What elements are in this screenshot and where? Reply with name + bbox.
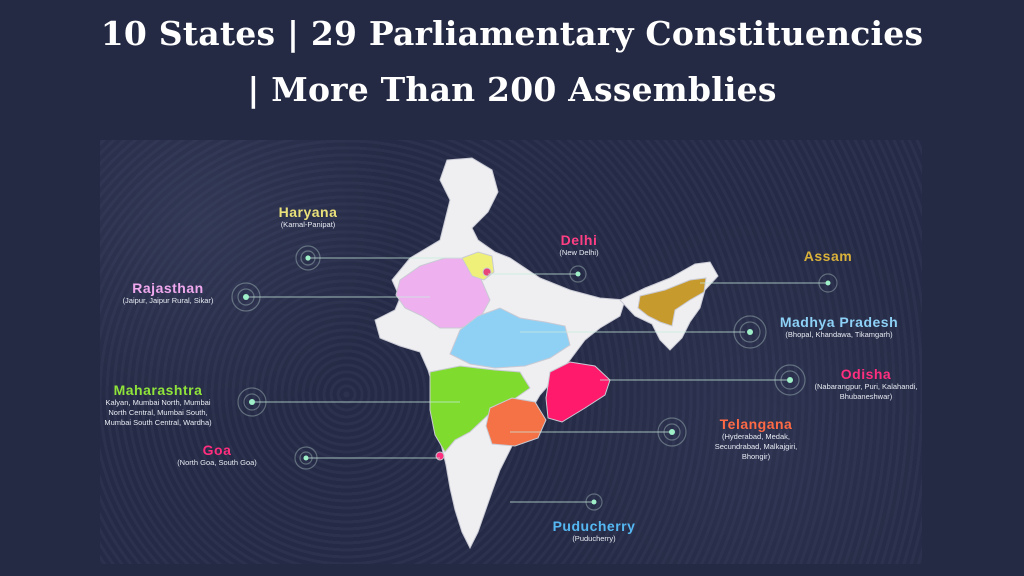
label-haryana: Haryana (Karnal-Panipat): [260, 204, 356, 230]
odisha-shape: [545, 361, 611, 423]
label-maharashtra-sub: Kalyan, Mumbai North, Mumbai North Centr…: [104, 398, 212, 427]
headline-line-1: 10 States | 29 Parliamentary Constituenc…: [100, 14, 924, 53]
target-ring-icon-goa: [294, 446, 318, 470]
headline-line-2: | More Than 200 Assemblies: [247, 70, 777, 109]
label-rajasthan-sub: (Jaipur, Jaipur Rural, Sikar): [122, 296, 214, 305]
label-haryana-name: Haryana: [278, 204, 338, 220]
label-goa-name: Goa: [202, 442, 232, 458]
target-ring-icon-madhya-pradesh: [733, 315, 767, 349]
label-assam: Assam: [790, 248, 866, 264]
delhi-shape: [482, 267, 492, 277]
label-madhya-pradesh-name: Madhya Pradesh: [779, 314, 899, 330]
target-ring-icon-odisha: [774, 364, 806, 396]
label-delhi: Delhi (New Delhi): [544, 232, 614, 258]
label-odisha: Odisha (Nabarangpur, Puri, Kalahandi, Bh…: [812, 366, 920, 402]
target-ring-icon-haryana: [295, 245, 321, 271]
india-map-panel: Haryana (Karnal-Panipat) Delhi (New Delh…: [100, 140, 922, 564]
label-rajasthan-name: Rajasthan: [132, 280, 204, 296]
label-delhi-sub: (New Delhi): [559, 248, 599, 257]
label-odisha-sub: (Nabarangpur, Puri, Kalahandi, Bhubanesh…: [814, 382, 918, 401]
label-maharashtra-name: Maharashtra: [113, 382, 203, 398]
target-ring-icon-delhi: [569, 265, 587, 283]
label-puducherry-name: Puducherry: [552, 518, 636, 534]
label-puducherry: Puducherry (Puducherry): [546, 518, 642, 544]
label-rajasthan: Rajasthan (Jaipur, Jaipur Rural, Sikar): [106, 280, 230, 306]
target-ring-icon-puducherry: [585, 493, 603, 511]
assam-shape: [637, 277, 707, 327]
target-ring-icon-maharashtra: [237, 387, 267, 417]
telangana-shape: [485, 397, 547, 447]
label-puducherry-sub: (Puducherry): [572, 534, 616, 543]
label-telangana-name: Telangana: [719, 416, 793, 432]
label-madhya-pradesh: Madhya Pradesh (Bhopal, Khandawa, Tikamg…: [776, 314, 902, 340]
label-assam-name: Assam: [803, 248, 853, 264]
label-maharashtra: Maharashtra Kalyan, Mumbai North, Mumbai…: [100, 382, 216, 428]
label-goa: Goa (North Goa, South Goa): [172, 442, 262, 468]
madhya-pradesh-shape: [449, 307, 571, 369]
label-goa-sub: (North Goa, South Goa): [177, 458, 257, 467]
label-haryana-sub: (Karnal-Panipat): [280, 220, 336, 229]
target-ring-icon-assam: [818, 273, 838, 293]
label-odisha-name: Odisha: [840, 366, 892, 382]
label-delhi-name: Delhi: [560, 232, 598, 248]
label-telangana: Telangana (Hyderabad, Medak, Secundrabad…: [706, 416, 806, 462]
target-ring-icon-telangana: [657, 417, 687, 447]
target-ring-icon-rajasthan: [231, 282, 261, 312]
goa-shape: [435, 451, 445, 461]
page-headline: 10 States | 29 Parliamentary Constituenc…: [0, 6, 1024, 118]
india-map-graphic: [231, 157, 838, 550]
label-telangana-sub: (Hyderabad, Medak, Secundrabad, Malkajgi…: [714, 432, 798, 461]
label-madhya-pradesh-sub: (Bhopal, Khandawa, Tikamgarh): [785, 330, 893, 339]
